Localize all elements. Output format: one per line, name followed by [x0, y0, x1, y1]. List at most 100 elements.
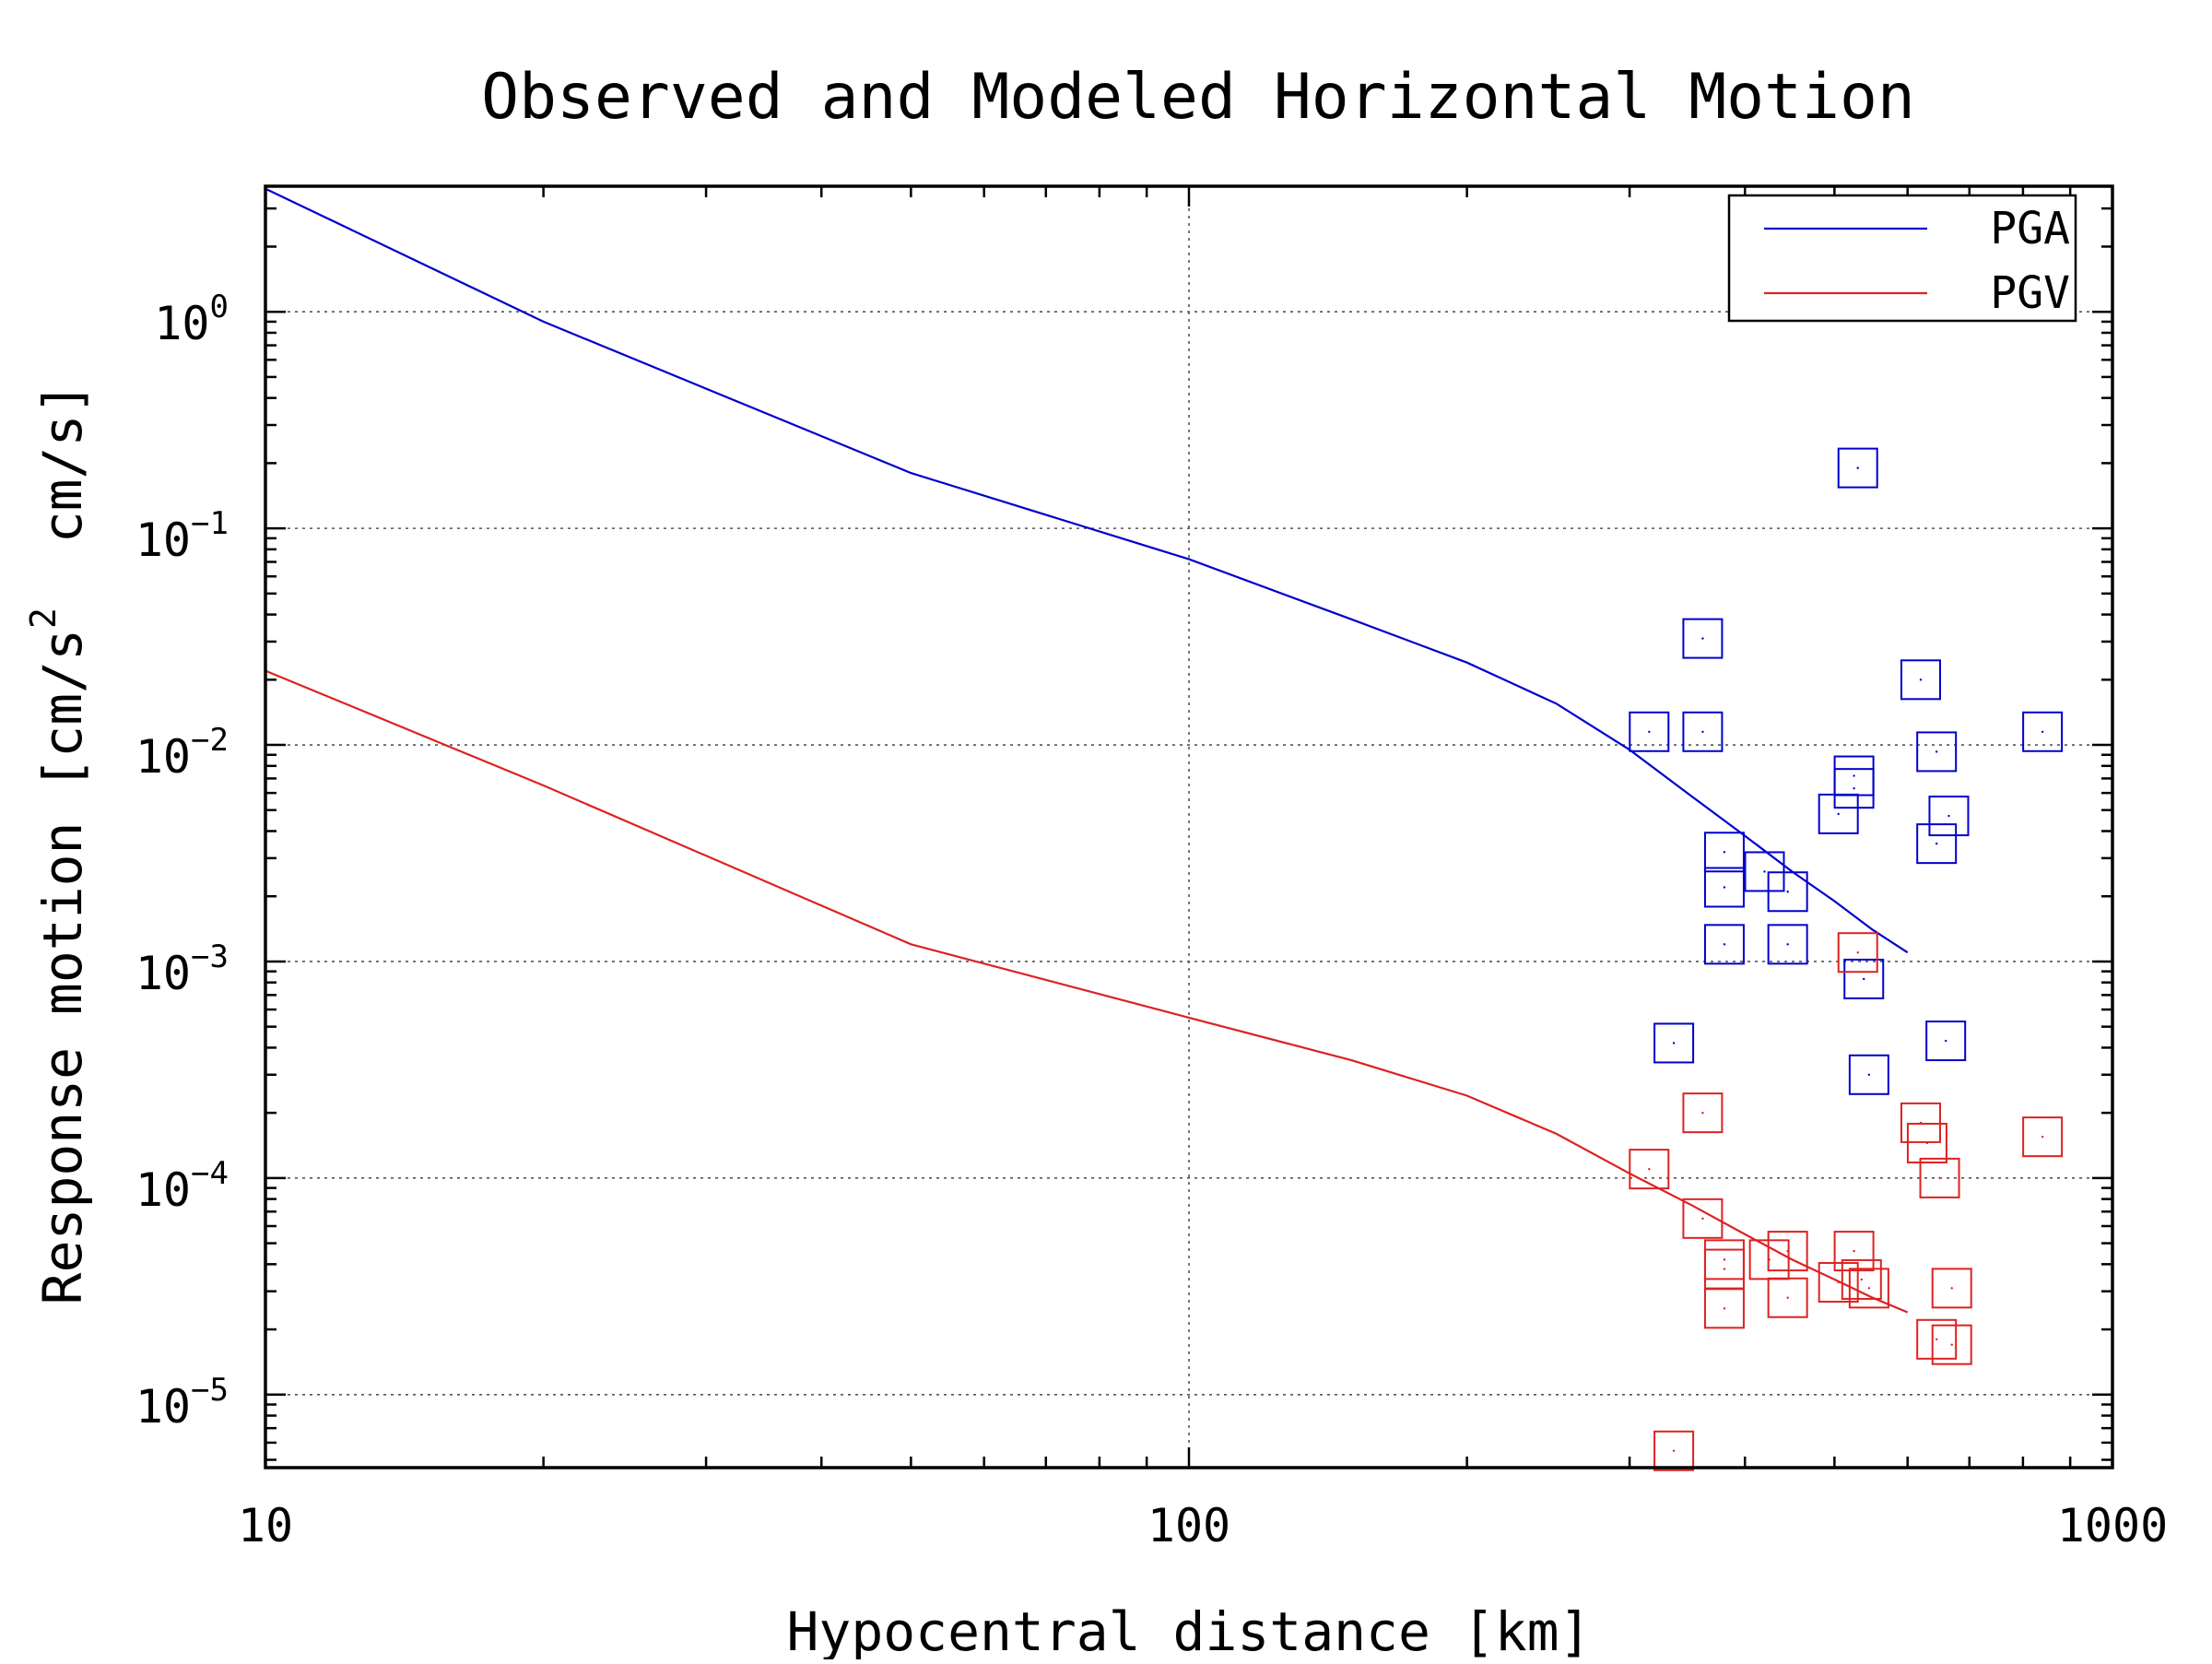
observed-pgv-points [1629, 932, 2064, 1471]
data-point-pgv [1703, 1248, 1745, 1290]
data-point-pga [1767, 871, 1808, 913]
data-point-pga [1900, 659, 1941, 701]
data-point-pgv [1767, 1231, 1808, 1272]
marker-square [1767, 871, 1808, 913]
model-line-pga [265, 187, 1909, 954]
marker-dot [1856, 466, 1859, 469]
data-point-pga [1629, 711, 1670, 752]
data-point-pga [1703, 867, 1745, 908]
data-point-pga [1682, 618, 1724, 659]
marker-square [1906, 1122, 1947, 1163]
marker-square [1767, 1231, 1808, 1272]
y-axis-label: Response motion [cm/s2 cm/s] [23, 383, 94, 1305]
chart-title: Observed and Modeled Horizontal Motion [481, 61, 1915, 134]
marker-dot [1935, 842, 1938, 845]
y-tick-label-3: 10−3 [135, 938, 229, 1000]
marker-dot [1860, 1278, 1864, 1281]
marker-square [1848, 1054, 1889, 1095]
data-point-pga [1767, 924, 1808, 965]
marker-dot [1938, 1176, 1941, 1180]
y-tick-label-5: 10−5 [135, 1372, 229, 1434]
marker-dot [1935, 750, 1938, 753]
data-point-pgv [1848, 1268, 1889, 1309]
x-axis-label: Hypocentral distance [km] [787, 1600, 1592, 1659]
data-point-pga [1916, 823, 1958, 865]
marker-dot [1944, 1039, 1947, 1043]
marker-square [2022, 711, 2064, 752]
marker-square [1682, 618, 1724, 659]
marker-dot [1950, 1343, 1953, 1346]
y-tick-label-1: 10−1 [135, 505, 229, 567]
y-tick-label-4: 10−4 [135, 1155, 229, 1217]
data-point-pga [1928, 796, 1970, 837]
marker-dot [1837, 1280, 1840, 1284]
marker-square [1703, 867, 1745, 908]
marker-dot [1701, 1111, 1704, 1115]
marker-dot [1950, 1287, 1953, 1290]
data-point-pga [1703, 832, 1745, 873]
marker-dot [1786, 1296, 1789, 1299]
marker-dot [1648, 1167, 1651, 1171]
marker-dot [1723, 943, 1726, 946]
data-point-pga [1916, 731, 1958, 773]
marker-dot [1723, 886, 1726, 889]
data-point-pga [1843, 958, 1885, 999]
data-point-pgv [1916, 1318, 1958, 1360]
data-point-pga [1833, 768, 1875, 809]
model-lines [265, 187, 1909, 1314]
data-point-pga [2022, 711, 2064, 752]
data-point-pgv [1931, 1324, 1972, 1365]
marker-square [1848, 1268, 1889, 1309]
legend: PGA PGV [1727, 194, 2077, 323]
data-point-pgv [2022, 1116, 2064, 1158]
data-point-pga [1848, 1054, 1889, 1095]
grid [265, 186, 2112, 1468]
marker-square [1916, 731, 1958, 773]
data-point-pga [1653, 1022, 1695, 1064]
marker-square [1629, 1149, 1670, 1190]
marker-square [1925, 1021, 1967, 1062]
marker-dot [1919, 679, 1923, 681]
data-point-pgv [1841, 1258, 1882, 1300]
marker-square [1843, 958, 1885, 999]
marker-square [2022, 1116, 2064, 1158]
data-point-pgv [1833, 1231, 1875, 1272]
marker-dot [1853, 786, 1855, 790]
marker-dot [1863, 977, 1865, 981]
marker-square [1837, 932, 1878, 974]
legend-label-pgv: PGV [1990, 267, 2070, 319]
marker-dot [1672, 1449, 1676, 1452]
marker-dot [1701, 1217, 1704, 1221]
marker-square [1818, 793, 1859, 834]
data-point-pga [1818, 793, 1859, 834]
marker-dot [1947, 814, 1950, 818]
marker-dot [1853, 1249, 1855, 1253]
x-tick-label-10: 10 [238, 1499, 293, 1552]
marker-square [1916, 823, 1958, 865]
marker-square [1833, 1231, 1875, 1272]
marker-dot [1763, 870, 1766, 873]
y-axis-label-superscript: 2 [23, 608, 64, 629]
x-tick-label-100: 100 [1147, 1499, 1230, 1552]
data-point-pga [1703, 924, 1745, 965]
data-point-pgv [1818, 1261, 1859, 1303]
marker-square [1837, 447, 1878, 489]
observed-markers [1629, 447, 2064, 1471]
marker-square [1900, 659, 1941, 701]
marker-dot [1786, 891, 1789, 893]
marker-square [1928, 796, 1970, 837]
data-point-pgv [1703, 1239, 1745, 1280]
marker-dot [1786, 1249, 1789, 1253]
marker-square [1818, 1261, 1859, 1303]
data-point-pgv [1653, 1430, 1695, 1471]
marker-square [1931, 1324, 1972, 1365]
marker-dot [1648, 730, 1651, 733]
marker-dot [1867, 1073, 1871, 1076]
legend-box [1727, 194, 2077, 323]
marker-square [1931, 1268, 1972, 1309]
marker-square [1682, 1198, 1724, 1239]
marker-dot [1723, 1258, 1726, 1261]
marker-dot [1867, 1287, 1871, 1290]
marker-square [1682, 1092, 1724, 1134]
